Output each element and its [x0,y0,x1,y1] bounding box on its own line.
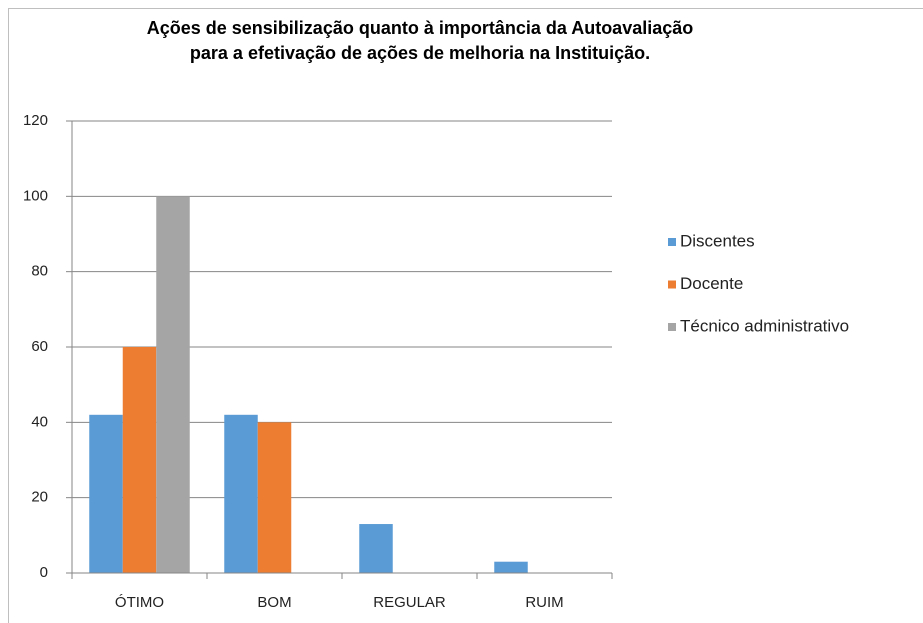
legend-label: Discentes [680,231,755,250]
legend-swatch [668,238,676,246]
y-tick-label: 120 [23,112,48,129]
y-tick-label: 20 [31,489,48,506]
legend-label: Docente [680,274,743,293]
bar [359,524,393,573]
bar [224,414,258,573]
legend-label: Técnico administrativo [680,316,849,335]
x-tick-label: BOM [257,594,291,611]
bar [89,414,123,573]
legend-swatch [668,323,676,331]
x-tick-label: ÓTIMO [115,594,164,611]
x-tick-label: REGULAR [373,594,446,611]
chart-border [8,8,923,623]
x-tick-label: RUIM [525,594,563,611]
legend-swatch [668,280,676,289]
bar [156,196,190,574]
chart-title: Ações de sensibilização quanto à importâ… [146,18,694,63]
bar [494,561,528,573]
y-tick-label: 100 [23,187,48,204]
y-tick-label: 80 [31,263,48,280]
y-tick-label: 40 [31,413,48,430]
y-tick-label: 60 [31,338,48,355]
bar [257,422,292,573]
y-tick-label: 0 [40,564,48,581]
bar [122,347,157,573]
